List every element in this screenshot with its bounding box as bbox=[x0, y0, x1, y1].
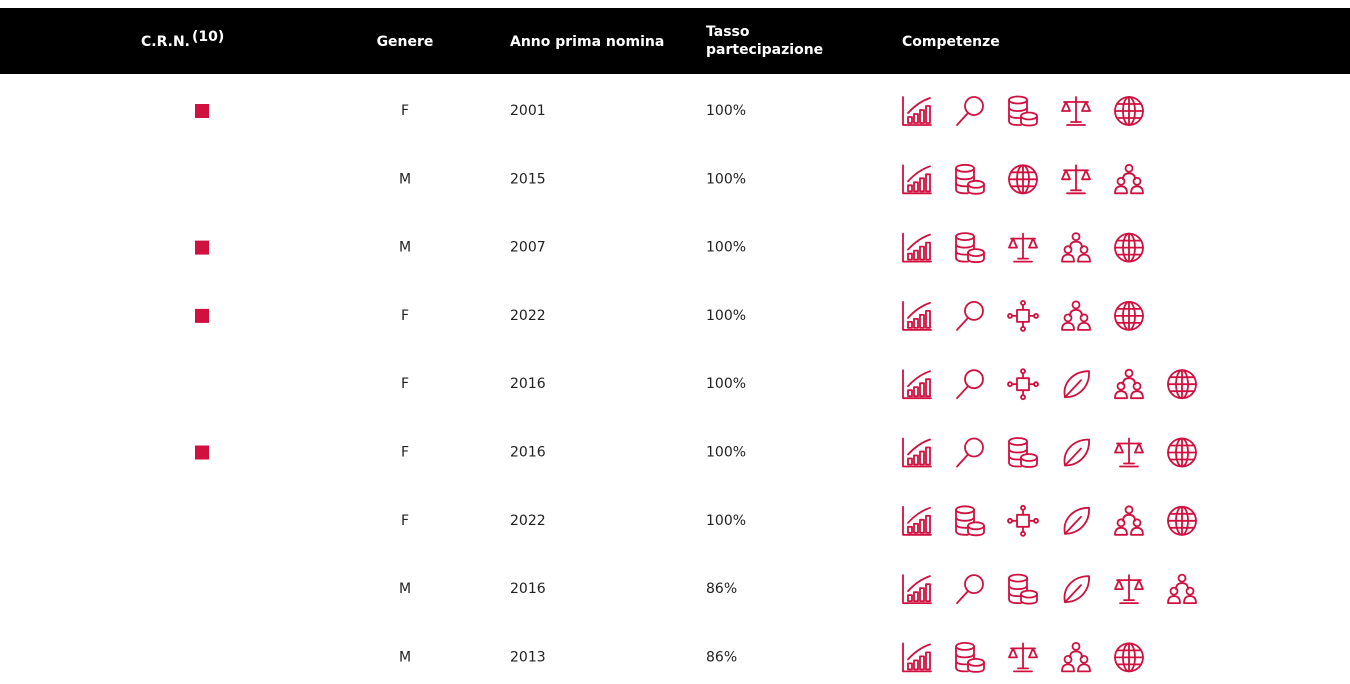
competence-icon bbox=[955, 163, 985, 195]
competence-icon bbox=[956, 300, 984, 331]
cell: 86% bbox=[706, 581, 737, 597]
cell: 100% bbox=[706, 171, 746, 187]
cell: 2022 bbox=[510, 308, 546, 324]
competence-icon bbox=[1114, 232, 1144, 263]
competence-icon bbox=[1008, 95, 1038, 127]
competence-icon bbox=[1008, 642, 1038, 673]
table-row: M 2007 100% bbox=[195, 232, 1144, 264]
cell: 100% bbox=[706, 513, 746, 529]
crn-marker bbox=[195, 240, 209, 255]
competence-icon bbox=[1008, 164, 1038, 195]
table-row: F 2016 100% bbox=[401, 368, 1197, 401]
competence-icon bbox=[1061, 164, 1091, 195]
column-header: Competenze bbox=[902, 34, 1000, 50]
cell: F bbox=[401, 445, 409, 461]
competence-icon bbox=[902, 505, 932, 536]
column-header: Genere bbox=[377, 34, 434, 50]
header-bar bbox=[0, 8, 1350, 74]
competence-icon bbox=[1167, 369, 1197, 400]
cell: 100% bbox=[706, 376, 746, 392]
competence-icon bbox=[1061, 232, 1091, 263]
competence-icon bbox=[1061, 300, 1091, 331]
competence-icon bbox=[956, 369, 984, 400]
table-row: M 2015 100% bbox=[399, 163, 1144, 195]
competence-icon bbox=[1061, 642, 1091, 673]
cell: F bbox=[401, 376, 409, 392]
competence-icon bbox=[902, 642, 932, 673]
cell: 86% bbox=[706, 649, 737, 665]
competence-icon bbox=[902, 300, 932, 331]
competence-icon bbox=[902, 164, 932, 195]
competence-icon bbox=[902, 232, 932, 263]
competence-icon bbox=[1114, 163, 1144, 195]
competence-icon bbox=[1008, 437, 1038, 468]
competence-icon bbox=[902, 574, 932, 604]
competence-icon bbox=[1007, 299, 1039, 332]
table-row: F 2022 100% bbox=[195, 299, 1144, 332]
competence-icon bbox=[1063, 370, 1090, 399]
cell: 2016 bbox=[510, 376, 546, 392]
competence-icon bbox=[1167, 573, 1197, 604]
table-row: M 2016 86% bbox=[399, 573, 1197, 605]
competence-icon bbox=[1114, 368, 1144, 400]
cell: 100% bbox=[706, 445, 746, 461]
header-note: (10) bbox=[192, 29, 224, 45]
competence-icon bbox=[956, 574, 984, 604]
competence-icon bbox=[1114, 574, 1144, 604]
competence-icon bbox=[902, 369, 932, 400]
cell: 100% bbox=[706, 240, 746, 256]
competence-icon bbox=[1063, 506, 1090, 535]
column-header: C.R.N. bbox=[141, 34, 190, 50]
cell: 2015 bbox=[510, 171, 546, 187]
cell: F bbox=[401, 513, 409, 529]
competence-icon bbox=[1114, 642, 1144, 673]
cell: 2016 bbox=[510, 445, 546, 461]
competence-icon bbox=[1063, 438, 1090, 467]
table-row: F 2016 100% bbox=[195, 437, 1197, 468]
crn-marker bbox=[195, 308, 209, 323]
cell: 2007 bbox=[510, 240, 546, 256]
cell: M bbox=[399, 649, 411, 665]
competence-icon bbox=[1008, 232, 1038, 263]
competence-icon bbox=[956, 96, 984, 126]
competence-icon bbox=[1061, 96, 1091, 126]
cell: M bbox=[399, 240, 411, 256]
cell: 100% bbox=[706, 103, 746, 119]
cell: 2001 bbox=[510, 103, 546, 119]
competence-icon bbox=[1114, 437, 1144, 468]
cell: M bbox=[399, 171, 411, 187]
competence-icon bbox=[902, 437, 932, 468]
cell: 2013 bbox=[510, 649, 546, 665]
table-row: M 2013 86% bbox=[399, 642, 1144, 673]
competence-icon bbox=[1114, 96, 1144, 126]
cell: 2022 bbox=[510, 513, 546, 529]
table-row: F 2022 100% bbox=[401, 504, 1197, 537]
column-header: Anno prima nomina bbox=[510, 34, 664, 50]
competence-icon bbox=[1167, 505, 1197, 536]
cell: 2016 bbox=[510, 581, 546, 597]
competence-icon bbox=[1167, 437, 1197, 468]
competence-icon bbox=[1063, 575, 1090, 603]
competence-icon bbox=[1008, 573, 1038, 605]
competence-icon bbox=[1114, 300, 1144, 331]
cell: 100% bbox=[706, 308, 746, 324]
competence-icon bbox=[1007, 504, 1039, 537]
competence-icon bbox=[955, 505, 985, 537]
competence-icon bbox=[955, 642, 985, 673]
competence-icon bbox=[956, 437, 984, 468]
competence-icon bbox=[902, 96, 932, 126]
competence-icon bbox=[1114, 505, 1144, 536]
table-row: F 2001 100% bbox=[195, 95, 1144, 127]
competence-icon bbox=[1007, 368, 1039, 401]
crn-marker bbox=[195, 104, 209, 118]
cell: F bbox=[401, 308, 409, 324]
crn-marker bbox=[195, 445, 209, 460]
cell: F bbox=[401, 103, 409, 119]
competence-icon bbox=[955, 232, 985, 264]
cell: M bbox=[399, 581, 411, 597]
column-header: Tasso partecipazione bbox=[706, 24, 823, 58]
